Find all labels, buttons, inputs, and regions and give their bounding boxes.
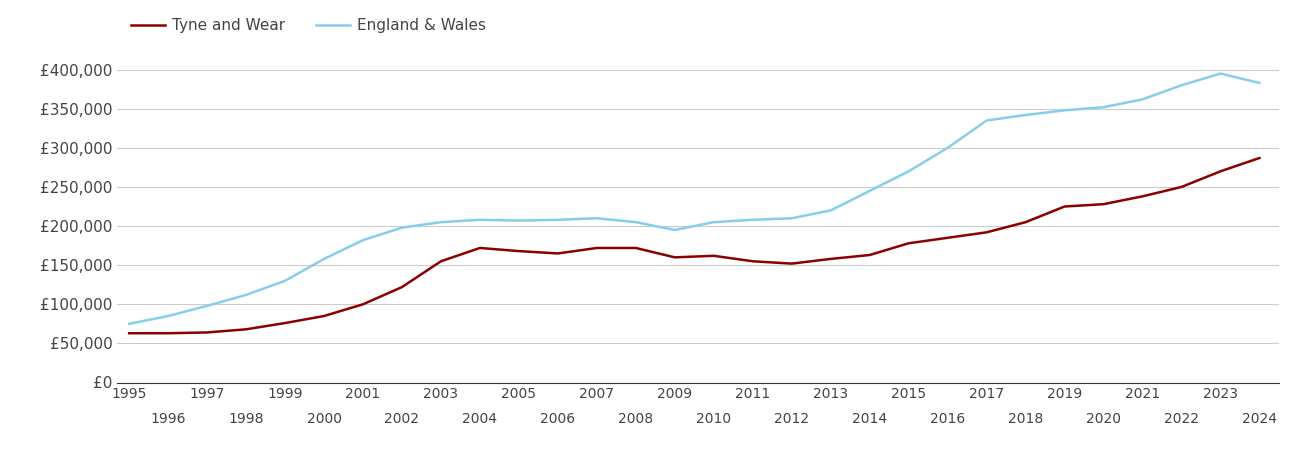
England & Wales <box>1018 112 1034 118</box>
Tyne and Wear <box>121 330 137 336</box>
Line: England & Wales: England & Wales <box>129 73 1259 324</box>
England & Wales <box>512 218 527 223</box>
Line: Tyne and Wear: Tyne and Wear <box>129 158 1259 333</box>
Tyne and Wear <box>549 251 565 256</box>
England & Wales <box>239 292 254 297</box>
England & Wales <box>161 313 176 319</box>
England & Wales <box>549 217 565 222</box>
Tyne and Wear <box>900 241 916 246</box>
England & Wales <box>200 303 215 309</box>
Tyne and Wear <box>161 330 176 336</box>
Tyne and Wear <box>1251 155 1267 161</box>
Tyne and Wear <box>1057 204 1073 209</box>
England & Wales <box>823 208 839 213</box>
Tyne and Wear <box>589 245 604 251</box>
England & Wales <box>1096 104 1112 110</box>
England & Wales <box>667 227 683 233</box>
England & Wales <box>433 220 449 225</box>
Tyne and Wear <box>200 330 215 335</box>
Tyne and Wear <box>1212 169 1228 174</box>
England & Wales <box>706 220 722 225</box>
England & Wales <box>628 220 643 225</box>
Tyne and Wear <box>1096 202 1112 207</box>
Tyne and Wear <box>355 302 371 307</box>
England & Wales <box>121 321 137 327</box>
Tyne and Wear <box>706 253 722 258</box>
Legend: Tyne and Wear, England & Wales: Tyne and Wear, England & Wales <box>125 12 492 40</box>
Tyne and Wear <box>1173 184 1189 189</box>
Tyne and Wear <box>239 327 254 332</box>
England & Wales <box>745 217 761 222</box>
Tyne and Wear <box>472 245 488 251</box>
England & Wales <box>277 278 292 284</box>
England & Wales <box>316 256 331 261</box>
Tyne and Wear <box>861 252 877 258</box>
Tyne and Wear <box>433 259 449 264</box>
Tyne and Wear <box>940 235 955 240</box>
Tyne and Wear <box>512 248 527 254</box>
Tyne and Wear <box>979 230 994 235</box>
Tyne and Wear <box>394 284 410 290</box>
England & Wales <box>1173 83 1189 88</box>
Tyne and Wear <box>1134 194 1150 199</box>
England & Wales <box>1057 108 1073 113</box>
England & Wales <box>355 238 371 243</box>
England & Wales <box>589 216 604 221</box>
England & Wales <box>1134 97 1150 102</box>
England & Wales <box>861 188 877 194</box>
England & Wales <box>940 145 955 151</box>
England & Wales <box>472 217 488 222</box>
Tyne and Wear <box>823 256 839 261</box>
England & Wales <box>394 225 410 230</box>
Tyne and Wear <box>745 259 761 264</box>
Tyne and Wear <box>1018 220 1034 225</box>
Tyne and Wear <box>667 255 683 260</box>
Tyne and Wear <box>784 261 800 266</box>
England & Wales <box>1212 71 1228 76</box>
Tyne and Wear <box>628 245 643 251</box>
England & Wales <box>784 216 800 221</box>
England & Wales <box>900 169 916 174</box>
Tyne and Wear <box>277 320 292 326</box>
England & Wales <box>1251 80 1267 86</box>
England & Wales <box>979 118 994 123</box>
Tyne and Wear <box>316 313 331 319</box>
